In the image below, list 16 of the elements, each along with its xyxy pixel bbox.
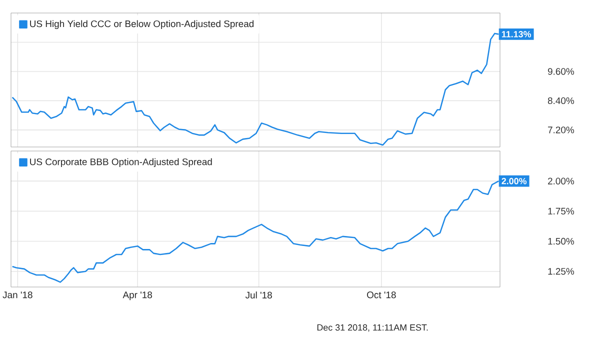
x-tick-label: Jul '18 bbox=[245, 292, 272, 298]
x-tick-label: Apr '18 bbox=[122, 292, 152, 300]
text: Dec 31 2018, 11:11AM EST. bbox=[317, 324, 428, 332]
y-tick-label: 1.50% bbox=[548, 238, 574, 245]
y-tick-label: 2.00% bbox=[548, 178, 574, 184]
annotation: 2.00% bbox=[502, 178, 527, 184]
y-tick-label: 1.75% bbox=[548, 208, 574, 215]
y-tick-label: 8.40% bbox=[548, 97, 574, 104]
x-tick-label: Jan '18 bbox=[2, 292, 32, 298]
legend-label: US High Yield CCC or Below Option-Adjusted Spread bbox=[30, 20, 254, 30]
y-tick-label: 1.25% bbox=[548, 268, 574, 275]
legend-label: US Corporate BBB Option-Adjusted Spread bbox=[30, 158, 212, 168]
annotation: 11.13% bbox=[502, 31, 532, 38]
y-tick-label: 9.60% bbox=[548, 68, 574, 75]
y-tick-label: 7.20% bbox=[548, 126, 574, 134]
x-tick-label: Oct '18 bbox=[367, 292, 396, 298]
